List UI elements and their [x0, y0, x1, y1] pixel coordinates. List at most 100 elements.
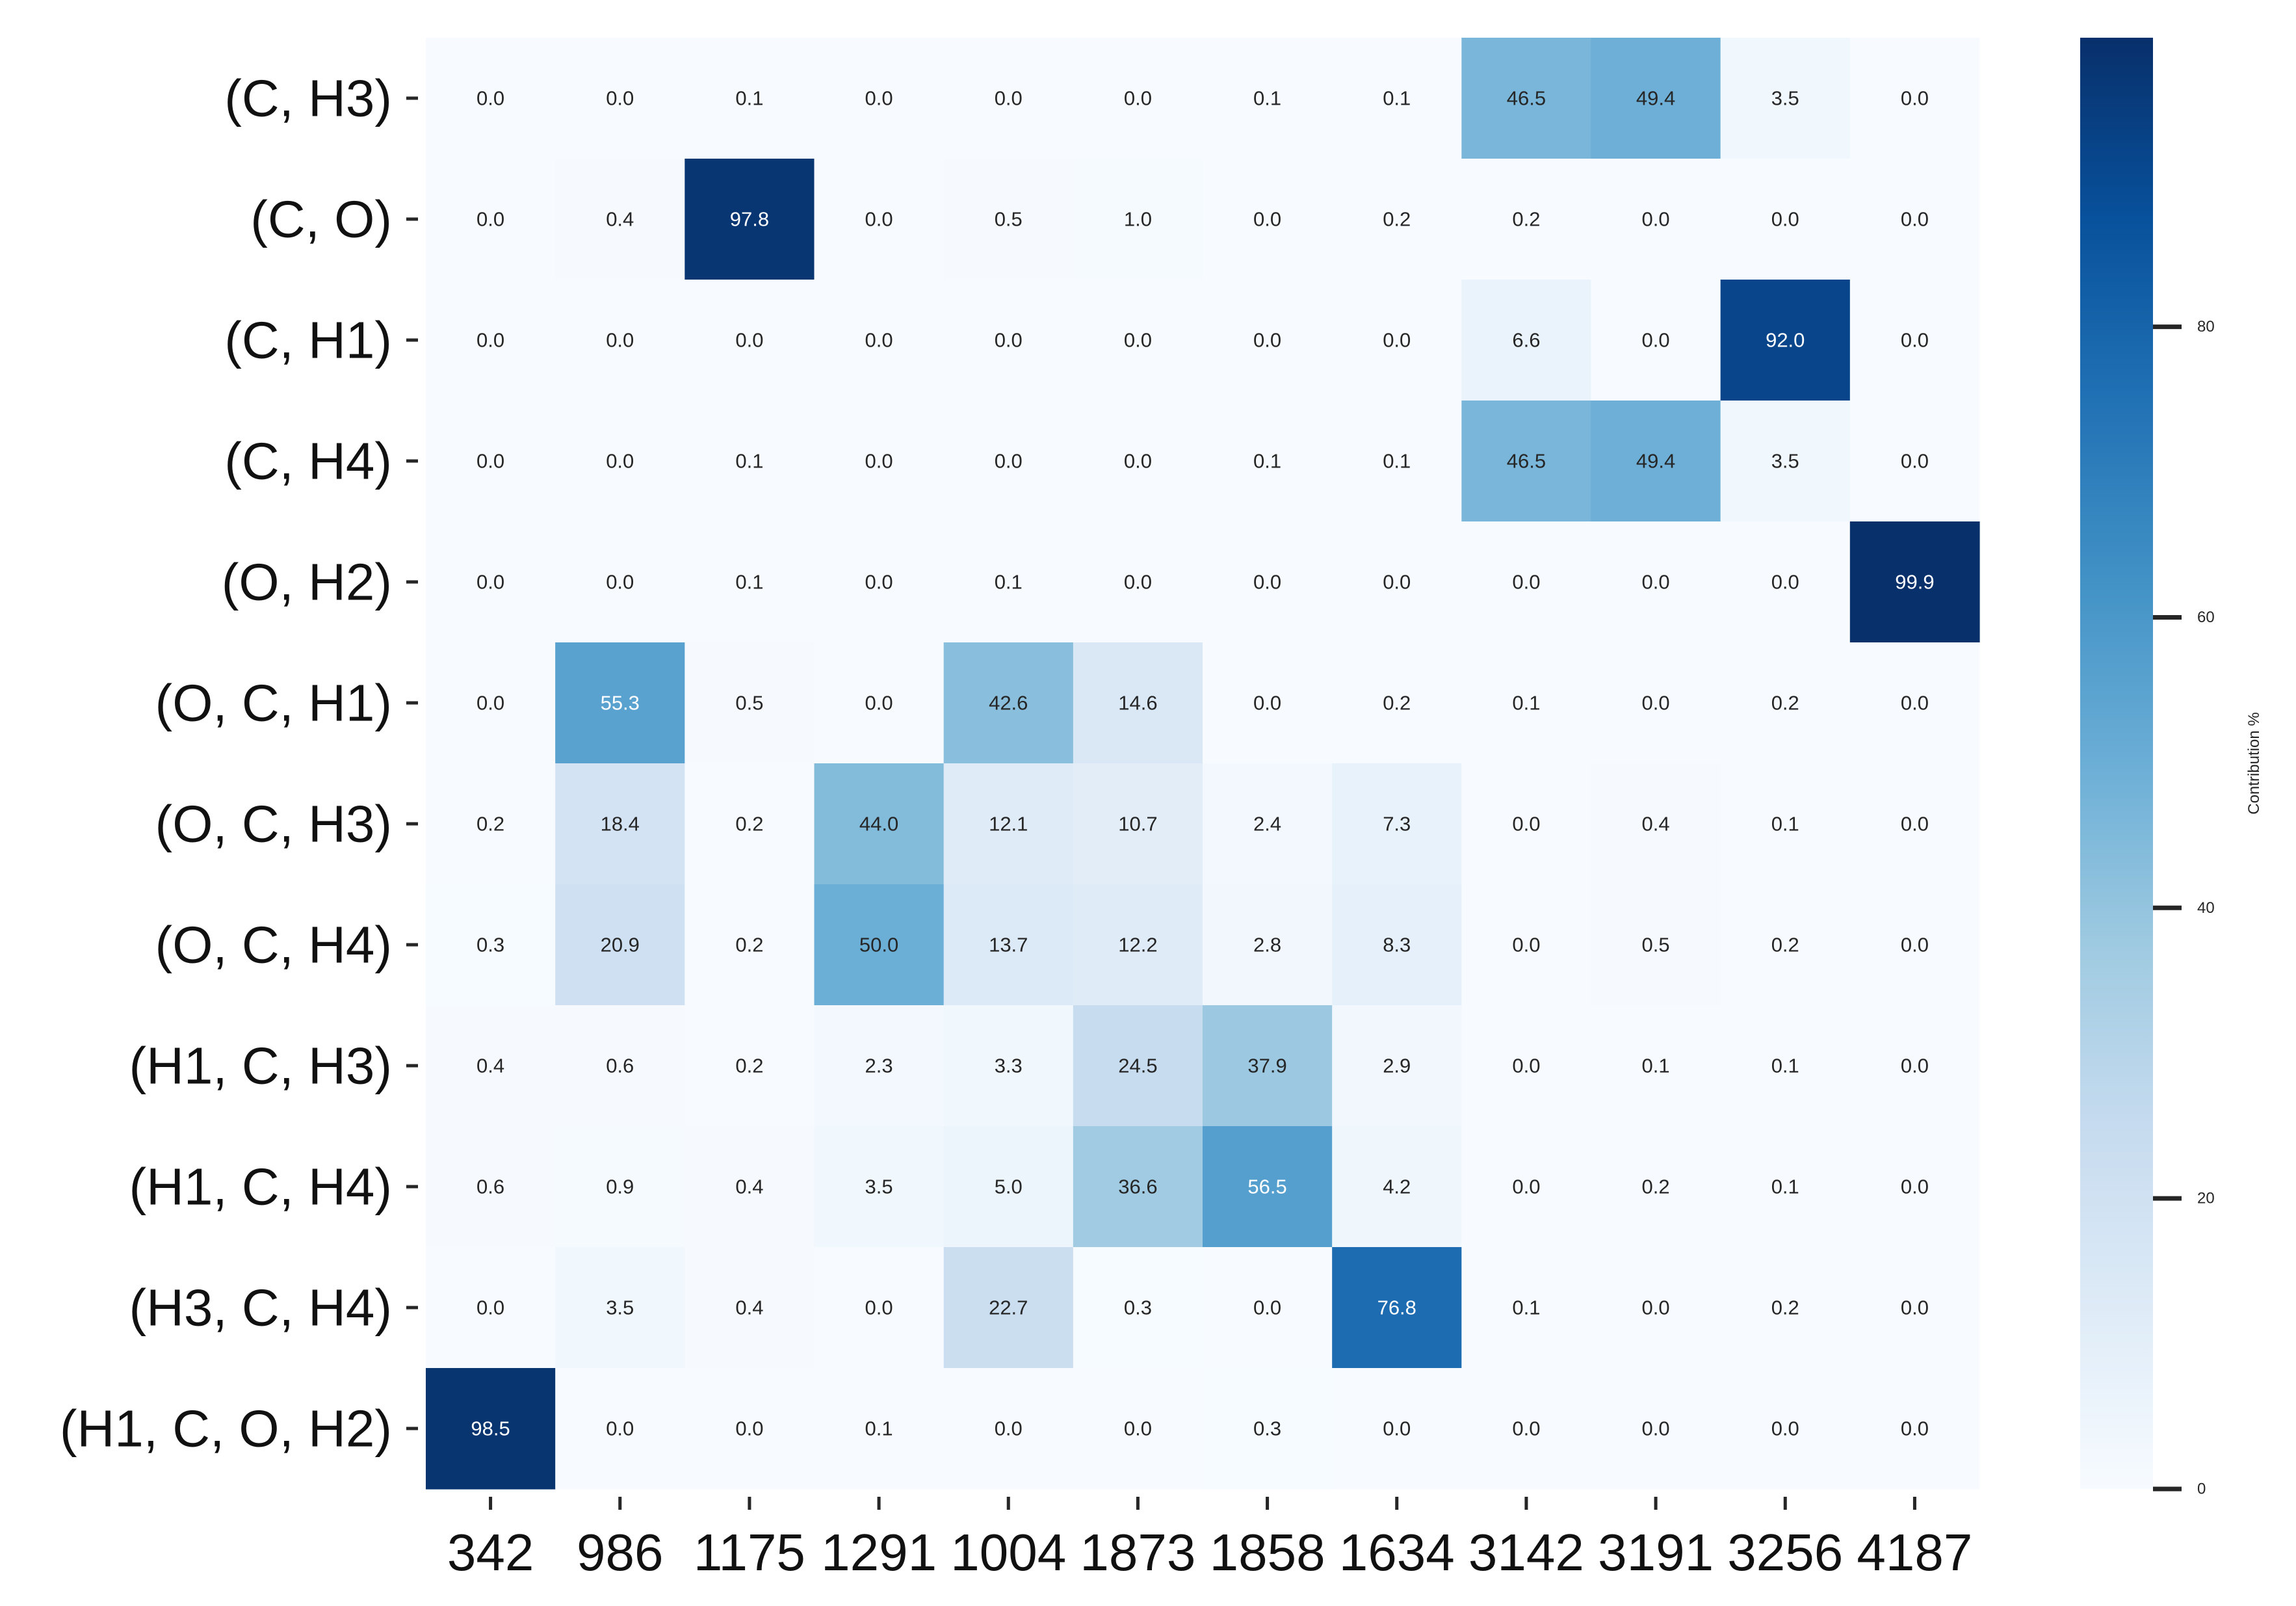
heatmap-cell — [1203, 884, 1333, 1006]
x-tick-label: 4187 — [1857, 1523, 1972, 1581]
cell-value-label: 0.2 — [735, 934, 763, 956]
cell-value-label: 0.0 — [1901, 1297, 1929, 1319]
cell-value-label: 0.0 — [735, 329, 763, 352]
cell-value-label: 0.0 — [1901, 450, 1929, 473]
heatmap-cell — [1849, 1005, 1980, 1127]
cell-value-label: 46.5 — [1507, 87, 1546, 110]
heatmap-cell — [1591, 401, 1721, 522]
cell-value-label: 50.0 — [859, 934, 898, 956]
heatmap-cell — [1591, 38, 1721, 159]
heatmap-cell — [1073, 38, 1203, 159]
heatmap-cell — [426, 884, 556, 1006]
heatmap-cell — [1461, 1368, 1592, 1490]
cell-value-label: 49.4 — [1636, 87, 1675, 110]
cell-value-label: 49.4 — [1636, 450, 1675, 473]
colorbar-tick-label: 0 — [2197, 1481, 2206, 1498]
heatmap-cell — [943, 401, 1074, 522]
cell-value-label: 0.0 — [476, 1297, 504, 1319]
heatmap-cell — [814, 38, 945, 159]
x-tick-label: 986 — [577, 1523, 663, 1581]
cell-value-label: 44.0 — [859, 813, 898, 836]
heatmap-cell — [1203, 1005, 1333, 1127]
cell-value-label: 0.0 — [995, 450, 1023, 473]
x-tick-label: 1873 — [1080, 1523, 1195, 1581]
cell-value-label: 22.7 — [989, 1297, 1028, 1319]
cell-value-label: 20.9 — [601, 934, 640, 956]
cell-value-label: 0.0 — [995, 329, 1023, 352]
heatmap-cell — [685, 763, 815, 885]
heatmap-cell — [1073, 884, 1203, 1006]
cell-value-label: 0.0 — [865, 571, 893, 594]
cell-value-label: 0.1 — [1383, 87, 1411, 110]
y-tick-label: (C, H4) — [224, 432, 392, 490]
cell-value-label: 2.9 — [1383, 1055, 1411, 1077]
heatmap-cell — [426, 642, 556, 764]
heatmap-cell — [685, 642, 815, 764]
y-tick-label: (O, C, H1) — [155, 674, 392, 732]
heatmap-cell — [814, 280, 945, 401]
cell-value-label: 42.6 — [989, 692, 1028, 715]
heatmap-cell — [1591, 521, 1721, 643]
cell-value-label: 0.1 — [995, 571, 1023, 594]
cell-value-label: 0.0 — [1124, 1417, 1152, 1440]
cell-value-label: 0.9 — [606, 1176, 634, 1198]
cell-value-label: 0.0 — [865, 329, 893, 352]
cell-value-label: 0.0 — [995, 1417, 1023, 1440]
heatmap-cell — [1849, 521, 1980, 643]
cell-value-label: 0.5 — [995, 208, 1023, 231]
cell-value-label: 10.7 — [1118, 813, 1157, 836]
y-tick-label: (H1, C, H3) — [129, 1037, 393, 1095]
cell-value-label: 97.8 — [730, 208, 769, 231]
colorbar-scale — [2080, 38, 2153, 1489]
heatmap-cell — [1591, 280, 1721, 401]
heatmap-cell — [1591, 1005, 1721, 1127]
y-axis: (C, H3) (C, O) (C, H1) (C, H4) (O, H2) (O, C,… — [60, 70, 418, 1458]
cell-value-label: 4.2 — [1383, 1176, 1411, 1198]
heatmap-cell — [1720, 1247, 1851, 1369]
cell-value-label: 0.0 — [1771, 1417, 1799, 1440]
cell-value-label: 0.2 — [735, 1055, 763, 1077]
cell-value-label: 0.0 — [1901, 329, 1929, 352]
cell-value-label: 0.0 — [1383, 571, 1411, 594]
cell-value-label: 0.1 — [1771, 1176, 1799, 1198]
cell-value-label: 3.5 — [606, 1297, 634, 1319]
cell-value-label: 2.8 — [1253, 934, 1281, 956]
heatmap-cell — [1461, 1005, 1592, 1127]
heatmap-cell — [814, 1247, 945, 1369]
x-tick-label: 3256 — [1727, 1523, 1843, 1581]
cell-value-label: 0.0 — [1512, 1055, 1540, 1077]
heatmap-cell — [555, 1247, 685, 1369]
heatmap-cell — [555, 1126, 685, 1248]
heatmap-cell — [1073, 1005, 1203, 1127]
heatmap-cell — [814, 159, 945, 280]
heatmap-cell — [1203, 642, 1333, 764]
cell-value-label: 0.0 — [1642, 1297, 1670, 1319]
heatmap-cell — [1332, 642, 1462, 764]
cell-value-label: 0.3 — [1253, 1417, 1281, 1440]
colorbar-tick-label: 40 — [2197, 899, 2215, 917]
cell-value-label: 18.4 — [601, 813, 640, 836]
heatmap-cell — [814, 401, 945, 522]
cell-value-label: 0.4 — [735, 1297, 763, 1319]
heatmap-cell — [1203, 521, 1333, 643]
heatmap-cell — [1849, 401, 1980, 522]
cell-value-label: 0.0 — [1124, 450, 1152, 473]
heatmap-cell — [1461, 401, 1592, 522]
heatmap-cell — [685, 1126, 815, 1248]
heatmap-cell — [1073, 401, 1203, 522]
heatmap-cell — [943, 1247, 1074, 1369]
cell-annotations: 0.0 0.0 0.1 0.0 0.0 0.0 0.1 0.1 46.5 49.4 3.5 0.0 0.… — [471, 87, 1934, 1440]
cell-value-label: 0.0 — [606, 87, 634, 110]
cell-value-label: 0.2 — [735, 813, 763, 836]
cell-value-label: 0.0 — [1901, 1417, 1929, 1440]
heatmap-cell — [1461, 521, 1592, 643]
heatmap-cell — [1203, 1247, 1333, 1369]
heatmap-cell — [685, 1247, 815, 1369]
cell-value-label: 0.0 — [1253, 208, 1281, 231]
cell-value-label: 0.0 — [1642, 208, 1670, 231]
cell-value-label: 0.0 — [1253, 329, 1281, 352]
heatmap-cell — [1332, 38, 1462, 159]
colorbar-tick-label: 80 — [2197, 318, 2215, 336]
cell-value-label: 0.0 — [606, 571, 634, 594]
